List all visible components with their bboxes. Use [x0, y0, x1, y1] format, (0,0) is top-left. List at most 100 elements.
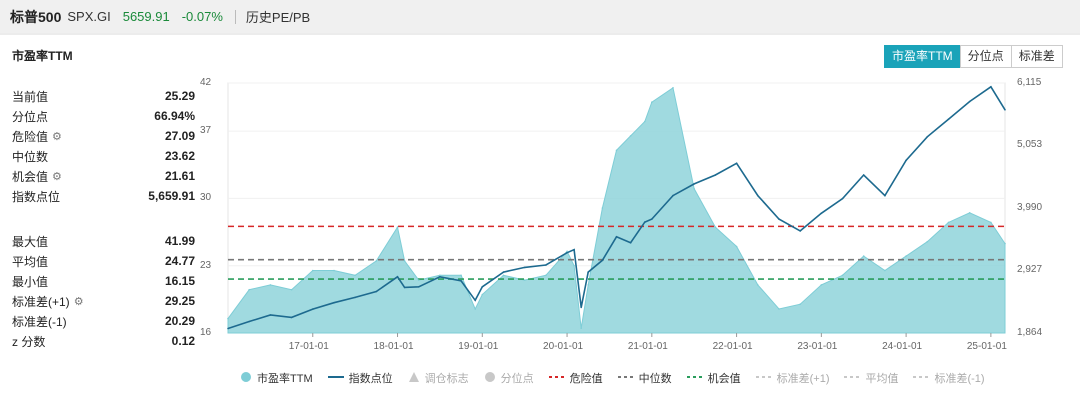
index-point: [312, 308, 314, 310]
dashed-line-icon: [913, 371, 930, 386]
legend-label: 调仓标志: [424, 373, 469, 385]
pe-point: [227, 317, 229, 320]
stat-label-text: 标准差(+1): [12, 294, 70, 309]
pe-point: [714, 226, 717, 228]
x-tick-label: 25-01-01: [966, 341, 1007, 352]
stat-label: 分位点: [12, 108, 48, 125]
stat-row: 最小值 16.15: [12, 271, 195, 291]
legend-item[interactable]: 标准差(-1): [913, 370, 985, 386]
index-point: [403, 286, 406, 289]
pe-point: [375, 260, 378, 262]
stats-panel: 当前值 25.29 分位点 66.94% 危险值 ⚙ 27.09 中位数 23.62 机会值 ⚙ 21…: [12, 86, 195, 351]
index-point: [820, 212, 823, 215]
x-tick-label: 19-01-01: [458, 341, 499, 352]
stat-row: 最大值 41.99: [12, 231, 195, 251]
pe-point: [968, 212, 971, 214]
stat-value: 66.94%: [154, 109, 195, 123]
index-point: [884, 194, 886, 197]
pe-point: [354, 274, 356, 277]
gear-icon[interactable]: ⚙: [73, 295, 84, 308]
legend-label: 平均值: [865, 373, 899, 385]
stat-label-text: 标准差(-1): [12, 314, 67, 329]
stat-row: 指数点位 5,659.91: [12, 186, 195, 206]
triangle-icon: [408, 371, 420, 386]
legend-item[interactable]: 市盈率TTM: [240, 370, 313, 386]
legend-item[interactable]: 机会值: [686, 370, 741, 386]
y-right-tick-label: 3,990: [1017, 201, 1043, 213]
valuation-card: 市盈率TTM 市盈率TTM 分位点 标准差 当前值 25.29 分位点 66.94% 危…: [0, 35, 1080, 402]
x-tick-label: 17-01-01: [288, 341, 329, 352]
index-header: 标普500 SPX.GI 5659.91 -0.07% 历史PE/PB: [0, 0, 1080, 33]
pe-point: [523, 279, 526, 281]
stat-label-text: 最小值: [12, 274, 49, 289]
pe-point: [573, 264, 575, 267]
y-right-tick-label: 5,053: [1017, 139, 1043, 151]
tab-std-dev[interactable]: 标准差: [1010, 45, 1063, 68]
stat-label-text: 当前值: [12, 89, 49, 104]
legend-item[interactable]: 调仓标志: [408, 370, 469, 386]
stat-value: 41.99: [164, 234, 195, 248]
legend-item[interactable]: 标准差(+1): [755, 370, 829, 386]
gear-icon[interactable]: ⚙: [52, 130, 62, 143]
index-point: [757, 194, 759, 197]
pe-point: [651, 101, 653, 103]
stat-label: 最大值: [12, 233, 48, 250]
tab-percentile[interactable]: 分位点: [959, 45, 1012, 68]
legend-label: 中位数: [638, 373, 672, 385]
index-point: [601, 259, 604, 262]
dashed-line-icon: [617, 371, 634, 386]
y-left-tick-label: 16: [200, 327, 212, 338]
panel-title: 市盈率TTM: [12, 49, 73, 63]
stat-label-text: 分位点: [12, 109, 49, 124]
pe-point: [672, 87, 674, 89]
pe-point: [403, 260, 406, 262]
pe-point: [820, 284, 823, 286]
index-point: [269, 314, 272, 316]
pe-point: [644, 120, 646, 123]
pe-point: [439, 274, 441, 277]
legend-item[interactable]: 指数点位: [327, 370, 393, 386]
pe-point: [587, 284, 589, 286]
index-point: [580, 306, 582, 309]
pe-point: [841, 274, 844, 277]
index-point: [396, 276, 399, 278]
index-point: [460, 280, 462, 282]
y-left-tick-label: 37: [200, 125, 212, 137]
pe-point: [474, 308, 477, 310]
dashed-line-icon: [844, 371, 861, 386]
stat-value: 27.09: [164, 129, 195, 143]
y-right-tick-label: 1,864: [1017, 327, 1043, 338]
y-left-tick-label: 42: [200, 77, 212, 88]
tab-pe-ttm[interactable]: 市盈率TTM: [884, 45, 961, 68]
stat-row: 机会值 ⚙ 21.61: [12, 166, 195, 186]
y-right-tick-label: 6,115: [1017, 77, 1042, 88]
stat-value: 23.62: [164, 149, 195, 163]
index-point: [1004, 109, 1006, 111]
pe-point: [757, 284, 759, 286]
legend-item[interactable]: 分位点: [484, 370, 534, 386]
x-tick-label: 18-01-01: [373, 341, 414, 352]
stat-value: 5,659.91: [148, 189, 195, 203]
legend-label: 市盈率TTM: [257, 373, 313, 385]
gear-icon[interactable]: ⚙: [52, 170, 62, 183]
pe-point: [333, 269, 335, 272]
pe-point: [990, 221, 992, 224]
index-point: [523, 266, 526, 269]
index-point: [926, 136, 929, 138]
pe-chart: [227, 82, 1006, 337]
legend-item[interactable]: 危险值: [548, 370, 603, 386]
chart-legend: 市盈率TTM 指数点位 调仓标志 分位点 危险值 中位数 机会值 标准差(+1) 平均值 标准差(…: [240, 370, 1000, 386]
x-tick-label: 23-01-01: [797, 341, 838, 352]
stat-row: 危险值 ⚙ 27.09: [12, 126, 195, 146]
legend-label: 标准差(-1): [934, 373, 985, 385]
history-pe-pb-link[interactable]: 历史PE/PB: [245, 10, 311, 25]
pe-point: [735, 245, 738, 248]
legend-item[interactable]: 平均值: [844, 370, 898, 386]
pe-point: [396, 226, 399, 228]
pe-point: [693, 188, 695, 190]
index-point: [481, 286, 484, 288]
index-point: [841, 197, 844, 200]
index-change-pct: -0.07%: [181, 9, 223, 24]
legend-item[interactable]: 中位数: [617, 370, 672, 386]
index-point: [474, 299, 477, 302]
